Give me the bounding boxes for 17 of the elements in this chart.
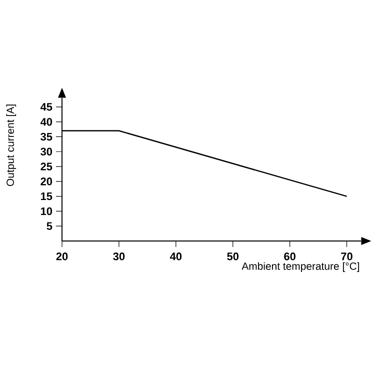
y-tick-label: 15 [40, 192, 52, 200]
y-tick-label: 10 [40, 207, 52, 216]
y-axis-title: Output current [A] [6, 104, 16, 186]
x-tick-label: 30 [113, 252, 125, 260]
y-tick-label: 20 [40, 178, 52, 186]
x-tick-label: 70 [341, 252, 352, 260]
x-tick-label: 20 [56, 252, 68, 260]
x-axis-title: Ambient temperature [°C] [242, 262, 360, 272]
y-tick-label: 35 [40, 132, 52, 141]
x-tick-label: 60 [284, 252, 296, 260]
y-tick-label: 5 [46, 222, 52, 230]
y-tick-label: 45 [40, 103, 52, 111]
x-tick-label: 40 [170, 252, 182, 260]
y-tick-label: 30 [40, 148, 52, 156]
y-tick-label: 25 [40, 162, 52, 170]
x-tick-label: 50 [227, 252, 238, 260]
y-tick-label: 40 [40, 118, 52, 126]
